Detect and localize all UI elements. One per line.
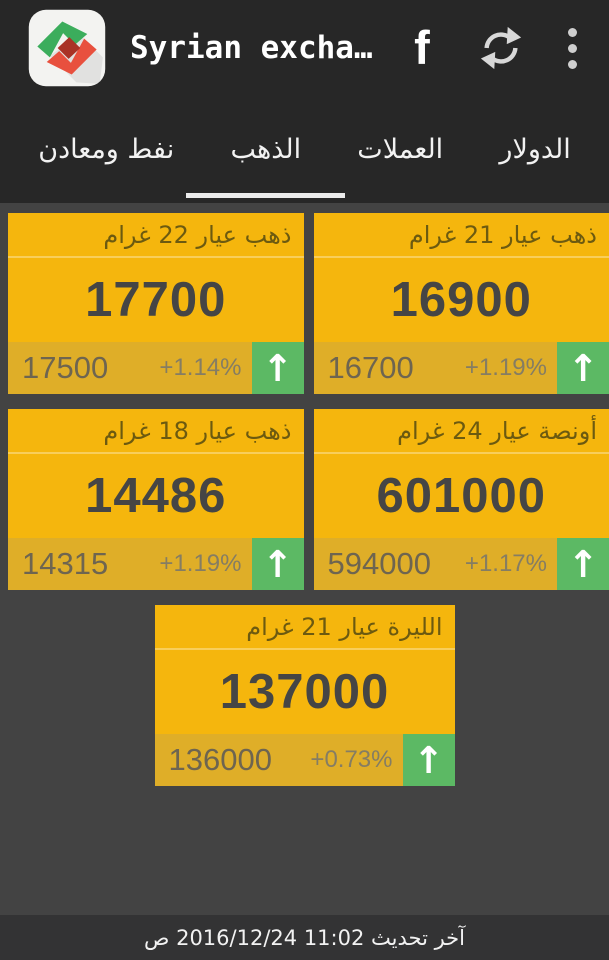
cards-row-3: الليرة عيار 21 غرام 137000 136000 +0.73%…	[8, 605, 609, 786]
app-title: Syrian excha…	[130, 30, 373, 66]
tab-dollar[interactable]: الدولار	[499, 134, 571, 165]
card-current-value: 16900	[390, 273, 532, 327]
dot	[568, 59, 577, 69]
card-title: ذهب عيار 21 غرام	[313, 213, 609, 258]
app-bar: Syrian excha… f	[0, 0, 609, 96]
up-arrow-icon: ↑	[251, 342, 304, 394]
card-title: ذهب عيار 22 غرام	[8, 213, 304, 258]
app-bar-actions: f	[404, 18, 591, 78]
card-title: أونصة عيار 24 غرام	[313, 409, 609, 454]
up-arrow-icon: ↑	[557, 538, 609, 590]
card-previous-value: 594000	[327, 546, 431, 581]
price-card-gold-22[interactable]: ذهب عيار 22 غرام 17700 17500 +1.14% ↑	[8, 213, 304, 394]
card-title: الليرة عيار 21 غرام	[154, 605, 455, 650]
card-title: ذهب عيار 18 غرام	[8, 409, 304, 454]
dot	[568, 43, 577, 53]
card-change-percent: +1.14%	[159, 354, 242, 381]
overflow-menu-icon[interactable]	[562, 24, 583, 73]
cards-row-2: ذهب عيار 18 غرام 14486 14315 +1.19% ↑ أو…	[8, 409, 609, 590]
price-card-lira-21[interactable]: الليرة عيار 21 غرام 137000 136000 +0.73%…	[154, 605, 455, 786]
tab-bar: الدولار العملات الذهب نفط ومعادن	[0, 96, 609, 203]
last-update-text: آخر تحديث 11:02 2016/12/24 ص	[144, 925, 465, 950]
card-current-value: 17700	[85, 273, 227, 327]
up-arrow-icon: ↑	[251, 538, 304, 590]
card-previous-value: 14315	[22, 546, 109, 581]
facebook-icon[interactable]: f	[414, 21, 430, 74]
card-change-percent: +1.19%	[159, 550, 242, 577]
card-bottom-bar: 594000 +1.17% ↑	[313, 538, 609, 590]
price-card-gold-18[interactable]: ذهب عيار 18 غرام 14486 14315 +1.19% ↑	[8, 409, 304, 590]
card-current-value: 137000	[219, 665, 390, 719]
card-current-value: 14486	[85, 469, 227, 523]
tab-oil-metals[interactable]: نفط ومعادن	[38, 134, 175, 165]
last-update-bar: آخر تحديث 11:02 2016/12/24 ص	[0, 915, 609, 960]
up-arrow-icon: ↑	[557, 342, 609, 394]
card-change-percent: +1.19%	[464, 354, 547, 381]
price-card-gold-21[interactable]: ذهب عيار 21 غرام 16900 16700 +1.19% ↑	[313, 213, 609, 394]
card-bottom-bar: 136000 +0.73% ↑	[154, 734, 455, 786]
card-change-percent: +1.17%	[464, 550, 547, 577]
card-change-percent: +0.73%	[310, 746, 393, 773]
card-bottom-bar: 17500 +1.14% ↑	[8, 342, 304, 394]
dot	[568, 27, 577, 37]
app-logo-icon	[28, 9, 106, 87]
card-previous-value: 16700	[327, 350, 414, 385]
card-current-value: 601000	[376, 469, 546, 523]
refresh-icon[interactable]	[478, 25, 524, 71]
card-bottom-bar: 14315 +1.19% ↑	[8, 538, 304, 590]
card-bottom-bar: 16700 +1.19% ↑	[313, 342, 609, 394]
cards-row-1: ذهب عيار 22 غرام 17700 17500 +1.14% ↑ ذه…	[8, 213, 609, 394]
tab-currencies[interactable]: العملات	[357, 134, 444, 165]
card-previous-value: 17500	[22, 350, 109, 385]
gold-prices-panel: ذهب عيار 22 غرام 17700 17500 +1.14% ↑ ذه…	[0, 203, 609, 801]
card-previous-value: 136000	[168, 742, 272, 777]
price-card-ounce-24[interactable]: أونصة عيار 24 غرام 601000 594000 +1.17% …	[313, 409, 609, 590]
up-arrow-icon: ↑	[402, 734, 455, 786]
tab-gold[interactable]: الذهب	[186, 96, 345, 203]
